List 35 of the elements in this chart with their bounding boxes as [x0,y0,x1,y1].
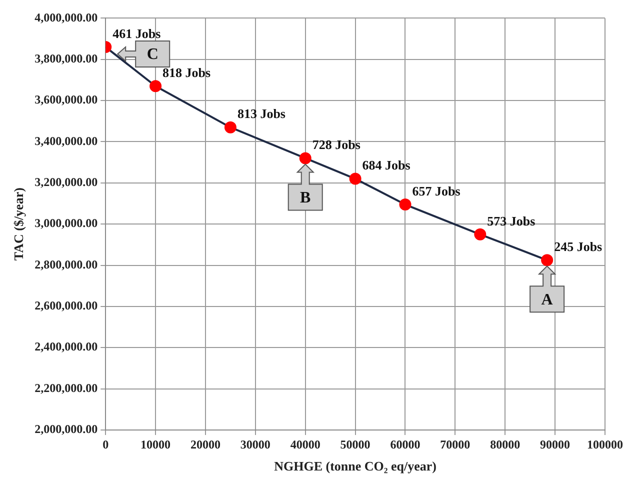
x-tick-label: 80000 [490,437,520,452]
annotation: 818 Jobs [162,65,211,80]
annotation: 813 Jobs [237,106,286,122]
y-axis-title: TAC ($/year) [11,188,26,261]
x-tick-label: 60000 [390,437,420,452]
annotation: A [541,291,554,308]
x-tick-label: 20000 [190,437,220,452]
x-tick-label: 30000 [240,437,270,452]
y-tick-label: 3,000,000.00 [34,216,98,230]
x-tick-label: 100000 [587,437,623,452]
y-tick-label: 2,600,000.00 [34,298,98,313]
y-tick-label: 4,000,000.00 [34,10,98,24]
y-tick-label: 2,400,000.00 [34,340,98,354]
y-tick-label: 2,200,000.00 [34,380,98,395]
annotation: 573 Jobs [487,213,536,228]
y-tick-label: 2,000,000.00 [34,422,98,436]
annotation: 684 Jobs [362,158,410,173]
annotation: 461 Jobs [112,26,161,41]
x-tick-label: 90000 [540,437,570,452]
x-axis-title: NGHGE (tonne CO₂ eq/year) [274,458,437,474]
annotation: 657 Jobs [412,183,460,198]
annotation: B [300,189,312,206]
y-tick-label: 3,200,000.00 [34,175,98,190]
y-tick-label: 3,400,000.00 [34,134,98,148]
x-tick-label: 70000 [440,437,470,452]
y-tick-label: 2,800,000.00 [34,257,98,272]
y-tick-label: 3,800,000.00 [34,51,98,66]
annotation: 245 Jobs [554,238,602,254]
y-tick-label: 3,600,000.00 [34,92,98,107]
x-tick-label: 10000 [140,437,171,452]
annotation: C [146,46,158,64]
x-tick-label: 0 [102,437,109,452]
annotation: 728 Jobs [312,137,360,152]
x-tick-label: 50000 [340,437,370,452]
x-tick-label: 40000 [290,437,320,452]
